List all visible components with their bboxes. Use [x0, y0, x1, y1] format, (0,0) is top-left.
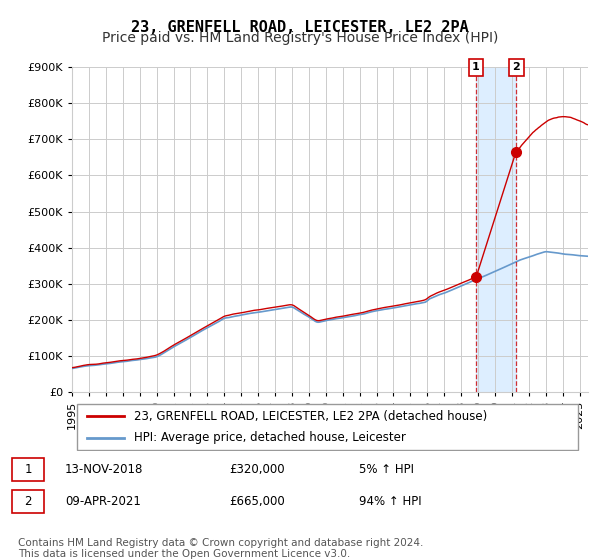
Text: 13-NOV-2018: 13-NOV-2018	[65, 463, 143, 476]
Text: 23, GRENFELL ROAD, LEICESTER, LE2 2PA: 23, GRENFELL ROAD, LEICESTER, LE2 2PA	[131, 20, 469, 35]
Text: 2: 2	[512, 62, 520, 72]
Text: 1: 1	[24, 463, 32, 476]
Text: £320,000: £320,000	[229, 463, 285, 476]
Text: HPI: Average price, detached house, Leicester: HPI: Average price, detached house, Leic…	[134, 431, 406, 445]
Text: 2: 2	[24, 496, 32, 508]
Text: £665,000: £665,000	[229, 496, 285, 508]
Bar	[476, 67, 517, 392]
Text: 1: 1	[472, 62, 480, 72]
Text: 09-APR-2021: 09-APR-2021	[65, 496, 140, 508]
Text: Contains HM Land Registry data © Crown copyright and database right 2024.
This d: Contains HM Land Registry data © Crown c…	[18, 538, 424, 559]
FancyBboxPatch shape	[77, 404, 578, 450]
FancyBboxPatch shape	[12, 491, 44, 514]
Text: 94% ↑ HPI: 94% ↑ HPI	[359, 496, 421, 508]
Text: Price paid vs. HM Land Registry's House Price Index (HPI): Price paid vs. HM Land Registry's House …	[102, 31, 498, 45]
FancyBboxPatch shape	[12, 458, 44, 481]
Text: 23, GRENFELL ROAD, LEICESTER, LE2 2PA (detached house): 23, GRENFELL ROAD, LEICESTER, LE2 2PA (d…	[134, 409, 487, 423]
Text: 5% ↑ HPI: 5% ↑ HPI	[359, 463, 414, 476]
